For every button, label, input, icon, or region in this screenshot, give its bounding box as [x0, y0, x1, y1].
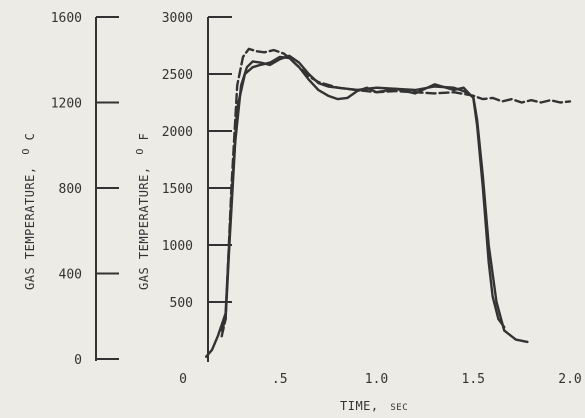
fahrenheit-tick-label: 1500: [162, 182, 193, 197]
celsius-tick-label: 800: [59, 182, 82, 197]
celsius-ticks: 0 400 800 1200 1600: [51, 11, 119, 368]
celsius-tick-label: 1200: [51, 97, 82, 112]
celsius-tick-label: 0: [74, 353, 82, 368]
fahrenheit-tick-label: 3000: [162, 11, 193, 26]
fahrenheit-tick-label: 500: [170, 296, 193, 311]
fahrenheit-tick-label: 2500: [162, 68, 193, 83]
fahrenheit-axis-title: GAS TEMPERATURE, O F: [132, 133, 151, 290]
time-tick-label: 1.5: [462, 372, 485, 387]
fahrenheit-ticks: 500 1000 1500 2000 2500 3000: [162, 11, 232, 311]
celsius-tick-label: 400: [59, 268, 82, 283]
celsius-axis-title: GAS TEMPERATURE, O C: [18, 133, 37, 290]
time-tick-label: .5: [272, 372, 288, 387]
series-2-line: [204, 55, 529, 358]
time-tick-label: 2.0: [558, 372, 581, 387]
time-tick-label: 0: [179, 372, 187, 387]
time-tick-label: 1.0: [365, 372, 388, 387]
time-axis-title: TIME, SEC: [340, 399, 408, 413]
time-axis-ticks: 0 .5 1.0 1.5 2.0: [179, 372, 582, 387]
series-layer: [204, 47, 572, 358]
fahrenheit-tick-label: 1000: [162, 239, 193, 254]
celsius-tick-label: 1600: [51, 11, 82, 26]
series-3-line: [220, 54, 506, 332]
series-1-line: [220, 47, 572, 338]
fahrenheit-tick-label: 2000: [162, 125, 193, 140]
